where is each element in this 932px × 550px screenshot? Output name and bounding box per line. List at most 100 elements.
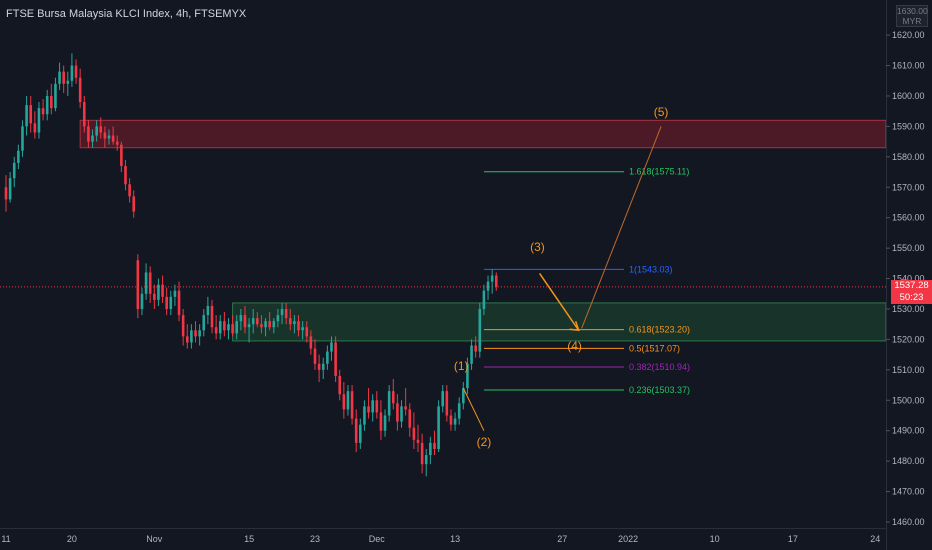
candle-body: [391, 391, 395, 404]
candle-body: [288, 318, 292, 325]
candle-body: [227, 324, 230, 331]
candle-body: [371, 400, 374, 413]
fib-label-1-618: 1.618(1575.11): [629, 167, 689, 177]
elliott-wave-layer: (1) (2) (3) (4) (5): [454, 105, 668, 449]
candle-body: [412, 427, 416, 440]
candle-body: [346, 391, 350, 410]
candle-body: [457, 403, 461, 419]
candle-body: [132, 196, 136, 212]
y-tick-label: 1600.00: [892, 91, 925, 101]
candle-body: [338, 375, 342, 395]
candle-body: [490, 275, 494, 282]
symbol-title[interactable]: FTSE Bursa Malaysia KLCI Index, 4h, FTSE…: [6, 8, 247, 20]
candle-body: [206, 305, 210, 316]
candle-body: [144, 272, 148, 294]
candle-body: [367, 406, 370, 413]
candle-body: [363, 406, 366, 425]
y-tick-label: 1520.00: [892, 334, 925, 344]
x-tick-label: 23: [310, 534, 320, 544]
countdown-timer: 50:23: [899, 292, 924, 303]
currency-label: MYR: [902, 16, 922, 26]
candle-body: [231, 324, 234, 334]
candle-body: [251, 318, 255, 325]
wave-segment-1-2: [462, 387, 485, 431]
candle-body: [128, 184, 131, 197]
x-tick-label: 11: [1, 534, 10, 544]
y-tick-label: 1490.00: [892, 426, 925, 436]
candle-body: [45, 95, 49, 115]
candle-body: [429, 442, 432, 456]
candle-body: [181, 315, 185, 337]
candle-body: [239, 315, 243, 322]
candle-body: [396, 403, 399, 422]
time-scale[interactable]: [0, 528, 886, 550]
candle-body: [8, 178, 12, 200]
candle-body: [29, 105, 33, 124]
candle-body: [165, 296, 168, 309]
candle-body: [474, 345, 477, 352]
candle-body: [153, 293, 156, 300]
x-tick-label: 15: [244, 534, 254, 544]
wave-label-4: (4): [567, 339, 582, 353]
candle-body: [247, 324, 251, 328]
x-tick-label: Dec: [369, 534, 386, 544]
fib-label-1: 1(1543.03): [629, 264, 673, 274]
candle-body: [33, 123, 37, 133]
candle-body: [115, 141, 119, 145]
resistance-zone[interactable]: [79, 119, 887, 149]
y-tick-label: 1580.00: [892, 152, 925, 162]
candle-body: [317, 363, 321, 370]
candle-body: [103, 132, 107, 139]
currency-box[interactable]: 1630.00 MYR: [896, 5, 928, 27]
fib-label-0-5: 0.5(1517.07): [629, 343, 680, 353]
candle-body: [58, 71, 61, 84]
candle-body: [87, 126, 90, 142]
candle-body: [379, 412, 383, 431]
candle-body: [62, 71, 65, 84]
candle-body: [173, 290, 177, 297]
candle-body: [37, 108, 41, 133]
candle-body: [194, 330, 197, 337]
candle-body: [25, 105, 28, 127]
candle-body: [280, 308, 284, 316]
candle-body: [190, 330, 193, 343]
candle-body: [276, 315, 280, 322]
y-tick-label: 1610.00: [892, 61, 925, 71]
candle-body: [214, 327, 218, 334]
candle-body: [202, 315, 206, 331]
candle-body: [120, 144, 123, 166]
candle-body: [177, 290, 181, 316]
candle-body: [445, 391, 449, 416]
fib-label-0-236: 0.236(1503.37): [629, 385, 690, 395]
x-tick-label: 13: [450, 534, 460, 544]
fib-label-0-618: 0.618(1523.20): [629, 325, 690, 335]
y-tick-label: 1460.00: [892, 517, 925, 527]
wave-label-2: (2): [477, 435, 492, 449]
candle-layer: [4, 53, 498, 477]
currency-top-tick: 1630.00: [897, 6, 928, 16]
candle-body: [272, 321, 276, 328]
candle-body: [453, 418, 457, 425]
price-scale[interactable]: [886, 0, 932, 550]
y-tick-label: 1620.00: [892, 30, 925, 40]
last-price-tag: 1537.28 50:23: [891, 280, 932, 304]
candle-body: [305, 327, 309, 337]
candle-body: [256, 318, 259, 325]
candle-body: [408, 409, 412, 428]
candle-body: [326, 351, 329, 364]
candle-body: [148, 272, 152, 294]
support-zone[interactable]: [232, 302, 887, 342]
wave-projection-4-5: [581, 126, 662, 329]
candle-body: [136, 260, 140, 309]
x-tick-label: 10: [710, 534, 720, 544]
wave-label-5: (5): [654, 105, 669, 119]
candle-body: [293, 321, 296, 325]
candle-body: [478, 308, 482, 352]
candle-body: [334, 342, 337, 376]
candle-body: [17, 150, 20, 163]
candle-body: [424, 455, 428, 465]
candle-body: [78, 77, 82, 103]
candle-body: [433, 442, 436, 449]
